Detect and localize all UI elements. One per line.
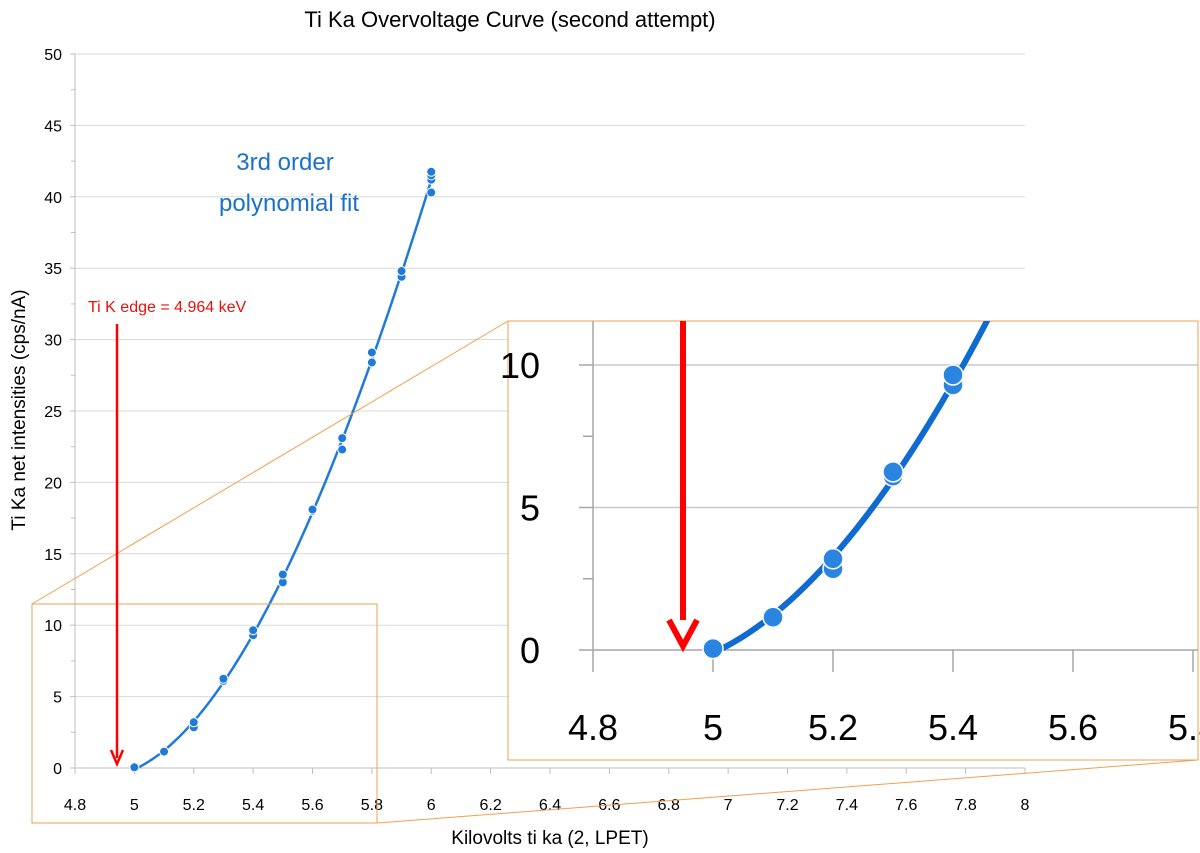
inset-plot: 0 5 10 4.8 5 5.2 5.4 5.6 5.8 bbox=[500, 320, 1200, 761]
edge-arrow-head bbox=[109, 749, 125, 768]
y-axis-label: Ti Ka net intensities (cps/nA) bbox=[9, 289, 30, 530]
inset-x-tick-label: 5 bbox=[703, 707, 723, 748]
annotations: 3rd order polynomial fit Ti K edge = 4.964… bbox=[88, 149, 359, 768]
data-point bbox=[426, 187, 437, 198]
data-point bbox=[426, 166, 437, 177]
inset-edge-arrow-head bbox=[666, 618, 700, 653]
x-tick-label: 6.2 bbox=[480, 797, 502, 814]
inset-y-tick-label: 5 bbox=[520, 488, 540, 529]
y-tick-label: 5 bbox=[53, 690, 62, 707]
y-tick-label: 45 bbox=[44, 118, 62, 135]
inset-data-point bbox=[822, 548, 844, 570]
zoom-callout bbox=[31, 320, 1199, 824]
data-point bbox=[248, 625, 259, 636]
y-tick-label: 35 bbox=[44, 261, 62, 278]
y-tick-label: 15 bbox=[44, 547, 62, 564]
inset-data-point bbox=[882, 461, 904, 483]
x-tick-label: 6 bbox=[427, 797, 436, 814]
data-point bbox=[366, 347, 377, 358]
x-tick-label: 5 bbox=[130, 797, 139, 814]
y-tick-label: 40 bbox=[44, 190, 62, 207]
data-point bbox=[337, 444, 348, 455]
x-tick-label: 5.2 bbox=[183, 797, 205, 814]
x-axis-label: Kilovolts ti ka (2, LPET) bbox=[451, 828, 648, 849]
y-tick-label: 0 bbox=[53, 761, 62, 778]
main-data-points bbox=[129, 166, 437, 773]
x-tick-label: 7.6 bbox=[895, 797, 917, 814]
data-point bbox=[337, 433, 348, 444]
x-tick-label: 4.8 bbox=[64, 797, 86, 814]
data-point bbox=[307, 504, 318, 515]
y-tick-label: 20 bbox=[44, 475, 62, 492]
inset-x-tick-label: 5.6 bbox=[1048, 707, 1098, 748]
x-tick-label: 7 bbox=[724, 797, 733, 814]
data-point bbox=[159, 746, 170, 757]
data-point bbox=[277, 569, 288, 580]
data-point bbox=[396, 266, 407, 277]
inset-y-tick-label: 10 bbox=[500, 345, 540, 386]
inset-data-point bbox=[702, 637, 724, 660]
edge-annotation: Ti K edge = 4.964 keV bbox=[88, 299, 247, 316]
zoom-region-box bbox=[31, 603, 378, 824]
inset-x-tick-label: 5.8 bbox=[1168, 707, 1200, 748]
x-tick-label: 5.4 bbox=[242, 797, 264, 814]
x-tick-label: 7.8 bbox=[955, 797, 977, 814]
data-point bbox=[366, 357, 377, 368]
inset-data-point bbox=[942, 364, 964, 386]
fit-annotation-line2: polynomial fit bbox=[219, 190, 359, 217]
callout-line bbox=[31, 320, 509, 605]
x-tick-label: 7.2 bbox=[776, 797, 798, 814]
inset-data-point bbox=[762, 606, 784, 628]
x-tick-label: 6.4 bbox=[539, 797, 561, 814]
y-tick-label: 25 bbox=[44, 404, 62, 421]
callout-line bbox=[376, 759, 1199, 824]
inset-x-tick-label: 5.4 bbox=[928, 707, 978, 748]
y-tick-label: 50 bbox=[44, 47, 62, 64]
x-tick-label: 8 bbox=[1021, 797, 1030, 814]
x-tick-label: 7.4 bbox=[836, 797, 858, 814]
x-tick-label: 5.6 bbox=[301, 797, 323, 814]
x-tick-label: 5.8 bbox=[361, 797, 383, 814]
inset-frame bbox=[507, 320, 1199, 761]
data-point bbox=[129, 762, 140, 773]
data-point bbox=[188, 717, 199, 728]
inset-x-tick-label: 5.2 bbox=[808, 707, 858, 748]
inset-x-tick-label: 4.8 bbox=[568, 707, 618, 748]
fit-annotation-line1: 3rd order bbox=[236, 149, 333, 176]
main-axes bbox=[70, 53, 1026, 774]
y-tick-label: 10 bbox=[44, 618, 62, 635]
chart-title: Ti Ka Overvoltage Curve (second attempt) bbox=[304, 7, 715, 32]
data-point bbox=[218, 673, 229, 684]
inset-y-tick-label: 0 bbox=[520, 630, 540, 671]
y-tick-label: 30 bbox=[44, 333, 62, 350]
